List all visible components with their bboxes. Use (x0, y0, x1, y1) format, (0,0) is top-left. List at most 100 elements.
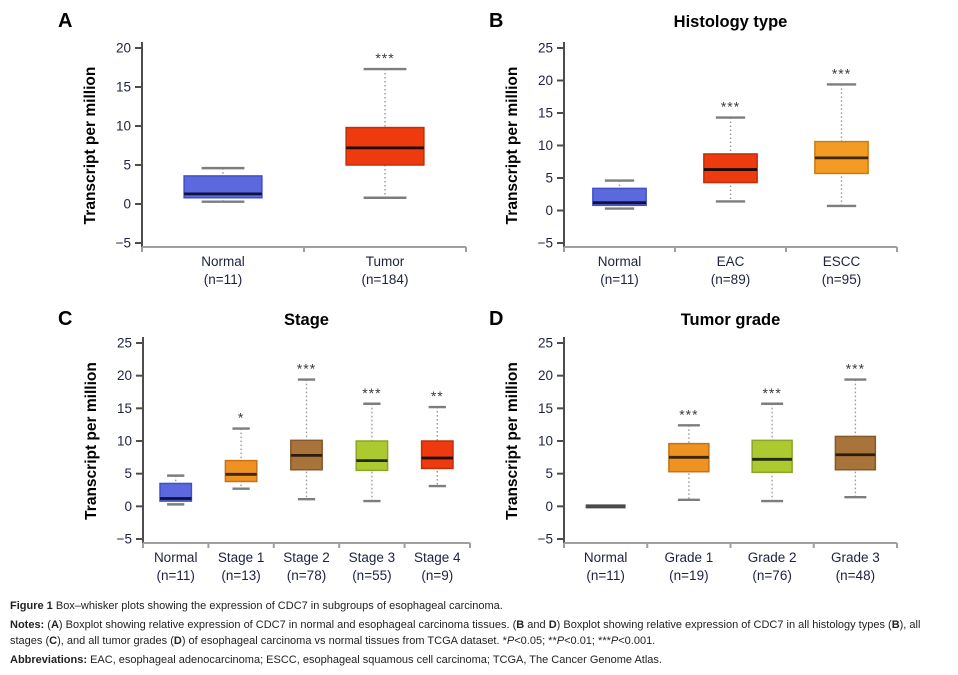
y-axis-label: Transcript per million (504, 362, 521, 520)
y-tick-label: 15 (538, 401, 553, 416)
y-tick-label: 0 (545, 203, 553, 218)
category-count: (n=19) (669, 568, 708, 583)
category-label: Stage 1 (218, 550, 265, 565)
y-tick-label: 25 (538, 336, 553, 351)
significance-stars: *** (721, 99, 740, 115)
significance-stars: ** (431, 388, 444, 404)
caption-segment: P (556, 634, 565, 647)
significance-stars: *** (679, 406, 698, 422)
significance-stars: *** (762, 385, 781, 401)
box (183, 175, 263, 199)
category-label: Stage 3 (349, 550, 396, 565)
caption-segment: ) Boxplot showing relative expression of… (58, 618, 517, 631)
panel-letter: A (58, 10, 72, 32)
panel-c-boxplot: C Stage Transcript per million −5 0 5 10 15 20 25… (58, 308, 471, 583)
category-label: Grade 3 (831, 550, 880, 565)
y-tick-label: 5 (124, 466, 132, 481)
y-tick-label: 5 (545, 466, 553, 481)
y-tick-label: 25 (117, 336, 132, 351)
caption-segment: EAC, esophageal adenocarcinoma; ESCC, es… (87, 653, 662, 666)
y-tick-label: 10 (116, 119, 131, 134)
caption-segment: A (50, 618, 59, 631)
caption-segment: P (506, 634, 515, 647)
category-label: Tumor (366, 254, 405, 269)
figure-caption-title: Figure 1 Box–whisker plots showing the e… (10, 599, 950, 615)
caption-segment: <0.001. (618, 634, 656, 647)
category-label: Normal (201, 254, 245, 269)
y-axis-label: Transcript per million (82, 67, 99, 225)
y-tick-label: 15 (538, 106, 553, 121)
y-axis-label: Transcript per million (83, 362, 100, 520)
category-label: Stage 2 (283, 550, 330, 565)
panel-letter: C (58, 308, 72, 330)
caption-segment: Abbreviations: (10, 653, 88, 666)
category-count: (n=95) (822, 272, 861, 287)
y-axis-label: Transcript per million (504, 67, 521, 225)
significance-stars: *** (846, 361, 865, 377)
caption-segment: <0.01; *** (564, 634, 611, 647)
significance-stars: *** (832, 65, 851, 81)
y-tick-label: 20 (538, 73, 553, 88)
caption-segment: Figure 1 (10, 600, 53, 612)
category-count: (n=9) (421, 568, 453, 583)
category-label: EAC (717, 254, 745, 269)
y-tick-label: 10 (117, 434, 132, 449)
y-tick-label: 20 (538, 368, 553, 383)
y-tick-label: 20 (117, 368, 132, 383)
category-label: Grade 1 (664, 550, 713, 565)
y-tick-label: −5 (538, 236, 553, 251)
category-count: (n=78) (287, 568, 326, 583)
category-count: (n=11) (600, 272, 638, 287)
panel-title: Tumor grade (681, 311, 781, 329)
caption-segment: B (891, 618, 900, 631)
caption-segment: ) Boxplot showing relative expression of… (556, 618, 892, 631)
box (159, 482, 193, 502)
category-count: (n=55) (352, 568, 391, 583)
significance-stars: *** (375, 50, 394, 66)
category-label: ESCC (823, 254, 861, 269)
y-tick-label: 0 (124, 499, 132, 514)
caption-segment: ) of esophageal carcinoma vs normal tiss… (181, 634, 507, 647)
box (224, 459, 258, 483)
y-tick-label: −5 (538, 532, 553, 547)
caption-segment: ( (44, 618, 51, 631)
y-tick-label: 15 (117, 401, 132, 416)
category-count: (n=11) (586, 568, 624, 583)
y-tick-label: 10 (538, 138, 553, 153)
figure-caption: Figure 1 Box–whisker plots showing the e… (10, 599, 950, 672)
caption-segment: D (548, 618, 557, 631)
box (751, 439, 793, 474)
caption-segment: Box–whisker plots showing the expression… (52, 600, 503, 612)
box (592, 187, 647, 207)
caption-segment: ), and all tumor grades ( (57, 634, 174, 647)
category-label: Grade 2 (748, 550, 797, 565)
caption-segment: <0.05; ** (514, 634, 557, 647)
significance-stars: *** (297, 361, 316, 377)
caption-segment: Notes: (10, 618, 45, 631)
category-count: (n=76) (752, 568, 791, 583)
category-label: Normal (598, 254, 642, 269)
box (345, 126, 425, 166)
caption-segment: B (516, 618, 525, 631)
panel-a-boxplot: A Transcript per million −5 0 5 10 15 20 Normal (… (58, 10, 467, 287)
y-tick-label: 10 (538, 434, 553, 449)
category-count: (n=11) (204, 272, 242, 287)
panel-letter: B (489, 10, 503, 32)
significance-stars: * (238, 410, 244, 426)
box (834, 435, 877, 471)
y-tick-label: −5 (117, 532, 132, 547)
significance-stars: *** (362, 385, 381, 401)
figure-caption-notes: Notes: (A) Boxplot showing relative expr… (10, 618, 950, 650)
caption-segment: D (173, 634, 182, 647)
y-tick-label: 0 (545, 499, 553, 514)
panel-b-boxplot: B Histology type Transcript per million −5 0… (489, 10, 898, 287)
y-tick-label: −5 (116, 236, 131, 251)
caption-segment: ), all stages ( (10, 618, 921, 647)
caption-segment: P (610, 634, 619, 647)
y-tick-label: 20 (116, 41, 131, 56)
panel-title: Stage (284, 311, 329, 329)
y-tick-label: 0 (123, 197, 131, 212)
figure-caption-abbreviations: Abbreviations: EAC, esophageal adenocarc… (10, 653, 950, 669)
box (355, 440, 389, 472)
y-tick-label: 5 (545, 171, 553, 186)
